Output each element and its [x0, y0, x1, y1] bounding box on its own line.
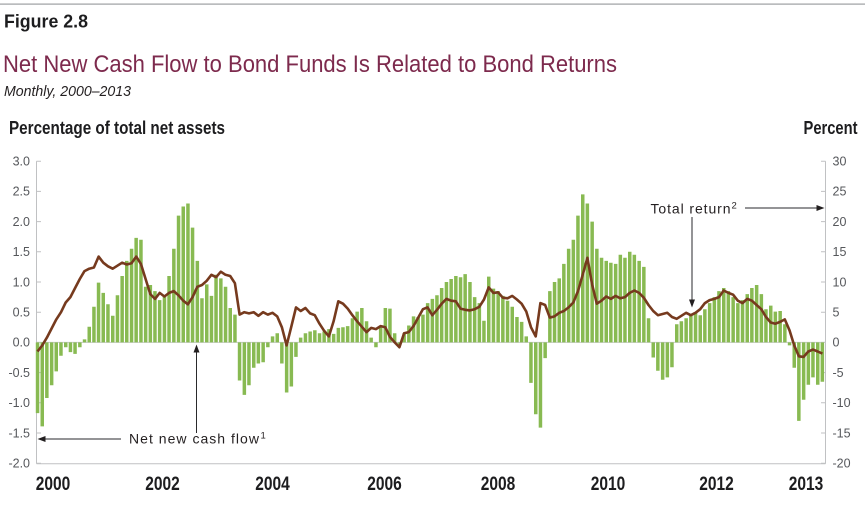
svg-text:0.5: 0.5 [13, 306, 30, 320]
svg-text:Net new cash flow: Net new cash flow [129, 431, 260, 447]
svg-text:1: 1 [261, 431, 266, 442]
svg-text:20: 20 [833, 215, 847, 229]
svg-text:3.0: 3.0 [13, 155, 30, 169]
svg-text:2000: 2000 [36, 474, 71, 495]
svg-text:-15: -15 [833, 426, 851, 440]
svg-text:2012: 2012 [699, 474, 734, 495]
svg-text:-0.5: -0.5 [8, 366, 30, 380]
svg-text:1.5: 1.5 [13, 245, 30, 259]
svg-text:Percent: Percent [804, 118, 858, 138]
svg-text:10: 10 [833, 275, 847, 289]
svg-text:15: 15 [833, 245, 847, 259]
svg-text:Total return: Total return [651, 201, 731, 217]
svg-text:-20: -20 [833, 457, 851, 471]
svg-text:2.5: 2.5 [13, 185, 30, 199]
svg-text:2006: 2006 [367, 474, 402, 495]
svg-text:2.0: 2.0 [13, 215, 30, 229]
svg-text:2013: 2013 [789, 474, 824, 495]
svg-text:Monthly, 2000–2013: Monthly, 2000–2013 [4, 84, 131, 100]
svg-text:-5: -5 [833, 366, 844, 380]
svg-text:-10: -10 [833, 396, 851, 410]
svg-text:2010: 2010 [591, 474, 626, 495]
svg-text:2: 2 [732, 201, 737, 212]
svg-text:-2.0: -2.0 [8, 457, 30, 471]
svg-text:-1.0: -1.0 [8, 396, 30, 410]
svg-text:25: 25 [833, 185, 847, 199]
svg-text:2008: 2008 [481, 474, 516, 495]
svg-text:0: 0 [833, 336, 840, 350]
svg-text:0.0: 0.0 [13, 336, 30, 350]
svg-text:Figure 2.8: Figure 2.8 [4, 12, 88, 32]
svg-text:5: 5 [833, 306, 840, 320]
svg-text:Percentage of total net assets: Percentage of total net assets [9, 118, 225, 138]
svg-text:2004: 2004 [255, 474, 290, 495]
svg-text:30: 30 [833, 155, 847, 169]
svg-text:1.0: 1.0 [13, 275, 30, 289]
svg-text:2002: 2002 [145, 474, 180, 495]
svg-text:Net New Cash Flow to Bond Fund: Net New Cash Flow to Bond Funds Is Relat… [3, 51, 617, 78]
svg-text:-1.5: -1.5 [8, 426, 30, 440]
